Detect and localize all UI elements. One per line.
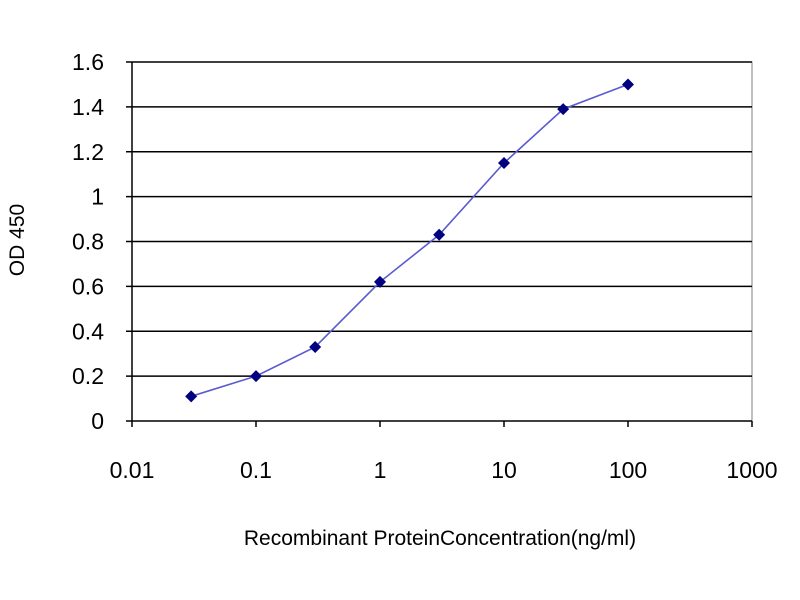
y-tick-label: 1.6 (72, 49, 104, 75)
y-tick-labels: 0 0.2 0.4 0.6 0.8 1 1.2 1.4 1.6 (72, 49, 132, 434)
x-tick-labels: 0.01 0.1 1 10 100 1000 (110, 421, 778, 483)
x-tick-label: 100 (609, 457, 647, 483)
y-tick-label: 1 (91, 184, 104, 210)
data-point-marker (374, 275, 386, 288)
y-tick-label: 0.6 (72, 273, 104, 299)
x-tick-label: 10 (491, 457, 517, 483)
y-axis-title: OD 450 (6, 204, 29, 276)
data-point-marker (498, 156, 510, 169)
x-axis-title: Recombinant ProteinConcentration(ng/ml) (244, 527, 636, 550)
data-point-marker (622, 78, 634, 91)
x-tick-label: 1 (374, 457, 387, 483)
x-tick-label: 0.01 (110, 457, 155, 483)
data-point-marker (433, 228, 446, 241)
series-line (190, 83, 629, 398)
y-tick-label: 1.4 (72, 94, 104, 120)
y-tick-label: 1.2 (72, 139, 104, 165)
x-tick-label: 0.1 (240, 457, 272, 483)
y-tick-label: 0.2 (72, 363, 104, 389)
data-point-marker (185, 390, 198, 403)
x-tick-label: 1000 (726, 457, 777, 483)
data-series (185, 78, 634, 403)
gridlines (132, 61, 752, 377)
y-tick-label: 0.8 (72, 229, 104, 255)
data-point-marker (557, 103, 570, 116)
data-point-marker (250, 370, 262, 383)
y-tick-label: 0.4 (72, 318, 104, 344)
data-point-marker (309, 340, 322, 353)
y-tick-label: 0 (91, 408, 104, 434)
